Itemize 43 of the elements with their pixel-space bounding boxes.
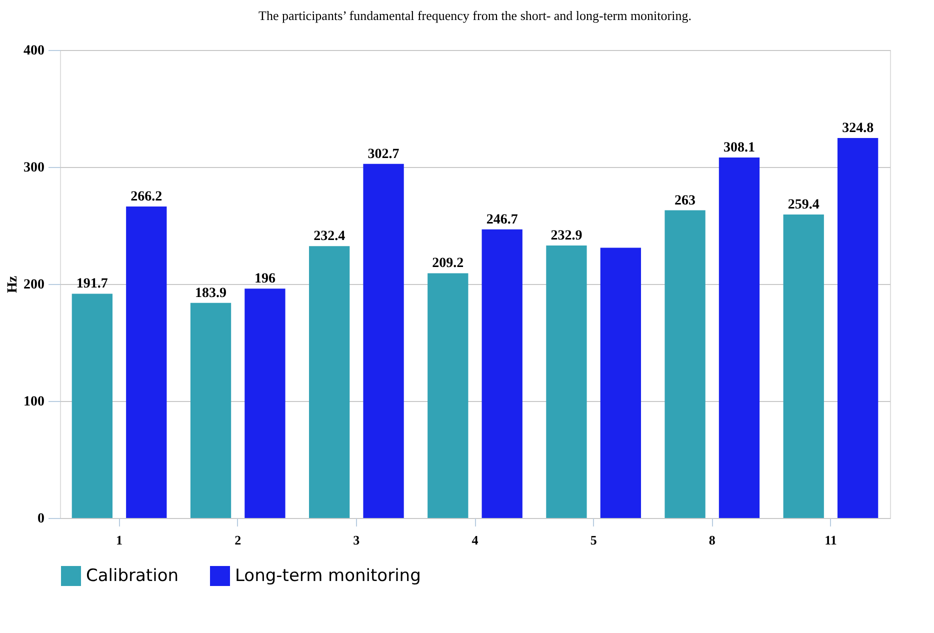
chart-title: The participants’ fundamental frequency from the short- and long-term monitoring.: [258, 8, 692, 23]
bar: [72, 294, 113, 518]
data-label: 266.2: [130, 190, 162, 205]
data-label: 232.9: [550, 228, 582, 244]
y-tick-label: 300: [24, 160, 44, 176]
bar: [482, 229, 522, 518]
data-label: 308.1: [723, 140, 755, 156]
y-tick-label: 200: [24, 278, 44, 292]
bar: [600, 248, 641, 518]
bar: [190, 302, 232, 518]
data-label: 209.2: [432, 256, 464, 272]
data-label: 183.9: [195, 286, 227, 301]
bar: [546, 246, 587, 518]
data-label: 302.7: [368, 146, 400, 162]
bar: [718, 158, 760, 518]
bar: [363, 164, 404, 518]
x-tick-label: 11: [824, 532, 837, 548]
legend-label: Long-term monitoring: [235, 566, 421, 586]
legend-label: Calibration: [86, 566, 178, 586]
x-tick-label: 5: [590, 532, 598, 548]
data-label: 191.7: [76, 276, 108, 292]
bar: [428, 273, 468, 518]
bar: [126, 206, 167, 518]
bar: [783, 214, 824, 518]
data-label: 263: [674, 193, 696, 208]
data-label: 196: [254, 272, 276, 287]
bar: [309, 246, 350, 518]
data-label: 324.8: [842, 120, 874, 136]
x-tick-label: 8: [708, 532, 716, 548]
y-tick-label: 0: [38, 512, 44, 526]
data-label: 259.4: [788, 198, 820, 212]
bar: [837, 138, 878, 518]
x-tick-label: 1: [116, 532, 123, 548]
x-tick-label: 4: [472, 532, 479, 548]
data-label: 232.4: [314, 229, 346, 244]
x-tick-label: 3: [353, 532, 360, 548]
y-tick-label: 100: [24, 394, 44, 410]
y-tick-label: 400: [24, 44, 44, 58]
data-label: 246.7: [486, 212, 518, 228]
bar: [664, 210, 706, 518]
bar: [244, 288, 286, 518]
y-axis-title: Hz: [6, 276, 20, 294]
x-tick-label: 2: [234, 532, 242, 548]
